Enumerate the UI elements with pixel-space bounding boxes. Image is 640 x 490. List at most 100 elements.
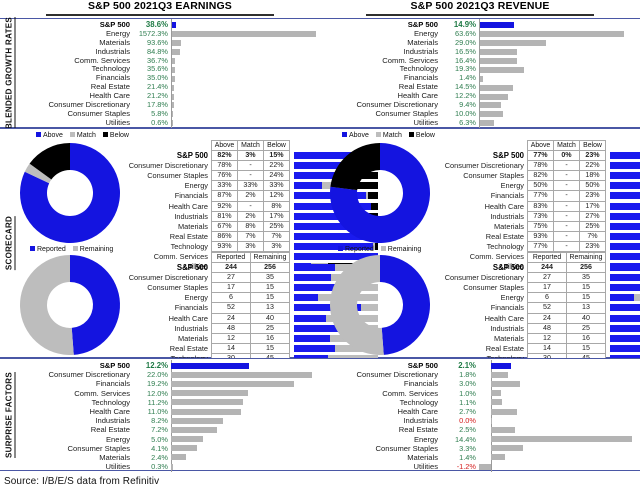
surprise-row-value: 11.2%: [147, 397, 168, 407]
growth-row-value: 1572.3%: [138, 28, 168, 38]
table-cell: 3%: [238, 241, 264, 253]
surprise-row: Technology 11.2%: [18, 396, 318, 408]
table-row-label: Consumer Discretionary: [444, 273, 524, 283]
growth-row-value: 63.6%: [455, 28, 476, 38]
growth-row: Real Estate 21.4%: [18, 81, 318, 95]
table-cell: -: [554, 161, 580, 172]
table-row: Consumer Staples 76% -24%: [112, 171, 378, 182]
table-row-bar: [294, 171, 378, 180]
table-row-label: Industrials: [174, 211, 208, 221]
growth-row: Consumer Staples 10.0%: [326, 107, 638, 121]
table-cell: 48: [211, 323, 251, 334]
growth-row-label: Real Estate: [90, 82, 130, 92]
table-row-bar: [610, 283, 640, 292]
table-cell: 76%: [211, 171, 238, 182]
table-header-spacer: [428, 140, 527, 151]
growth-revenue-rows: S&P 500 14.9% Energy 63.6% Materials 29.0% Ind…: [326, 19, 638, 130]
surprise-row: Utilities 0.3%: [18, 461, 318, 473]
growth-bar: [480, 66, 524, 73]
surprise-bar: [490, 371, 509, 378]
table-cell: 15%: [264, 151, 290, 162]
table-row-label: Financials: [490, 303, 524, 313]
table-cell: -: [554, 231, 580, 242]
table-cell: 22%: [264, 161, 290, 172]
table-cell: 7%: [238, 231, 264, 242]
table-header-bar-spacer: [610, 140, 640, 149]
surprise-row-label: S&P 500: [407, 361, 438, 370]
growth-row-value: 16.4%: [455, 55, 476, 65]
surprise-row-track: [479, 424, 638, 436]
legend-swatch-reported-icon: [338, 245, 343, 251]
table-row-label: Technology: [170, 241, 208, 251]
growth-row: S&P 500 14.9%: [326, 19, 638, 32]
growth-row-track: [479, 36, 638, 50]
surprise-row: Consumer Discretionary 22.0%: [18, 369, 318, 381]
table-row-label: Energy: [184, 181, 208, 191]
growth-bar: [480, 84, 513, 91]
growth-row-track: [171, 99, 318, 112]
table-row-label: Consumer Discretionary: [128, 161, 208, 171]
legend-label-reported: Reported: [345, 246, 374, 253]
table-cell: 24: [211, 313, 251, 324]
growth-row-track: [479, 99, 638, 112]
growth-row-track: [171, 72, 318, 86]
growth-axis-line: [479, 54, 480, 68]
table-row-label: Financials: [174, 303, 208, 313]
section-surprise-factors: SURPRISE FACTORS S&P 500 12.2% Consumer Di…: [0, 358, 640, 473]
growth-axis-line: [171, 63, 172, 77]
growth-row-track: [479, 45, 638, 59]
growth-row-label: Industrials: [403, 46, 438, 56]
growth-row: Industrials 84.8%: [18, 45, 318, 59]
table-cell: 256: [251, 263, 290, 274]
table-cell: 40: [567, 313, 606, 324]
growth-row: Materials 93.6%: [18, 36, 318, 50]
table-row-bar: [610, 171, 640, 180]
growth-bar: [480, 93, 508, 100]
surprise-row-value: 2.4%: [151, 452, 168, 462]
growth-row-value: 10.0%: [455, 108, 476, 118]
growth-row: Technology 19.3%: [326, 63, 638, 77]
growth-row: Health Care 21.2%: [18, 90, 318, 104]
table-cell: 15: [251, 283, 290, 294]
surprise-bar: [171, 445, 198, 452]
surprise-row-value: 12.0%: [147, 388, 168, 398]
table-row-bar: [610, 232, 640, 241]
growth-row-label: Comm. Services: [382, 55, 438, 65]
surprise-earnings-panel: SURPRISE FACTORS S&P 500 12.2% Consumer Di…: [0, 359, 320, 473]
legend-swatch-match-icon: [375, 131, 381, 137]
table-row: Financials 52 13: [428, 303, 640, 314]
growth-row-value: 38.6%: [145, 20, 168, 29]
growth-row-track: [171, 90, 318, 104]
growth-row-track: [171, 36, 318, 50]
table-header-row: Above Match Below: [112, 140, 378, 152]
surprise-row-track: [171, 378, 318, 390]
table-cell: 93%: [527, 231, 554, 242]
table-row-label: Materials: [494, 221, 524, 231]
growth-axis-line: [479, 36, 480, 50]
growth-row-label: Consumer Discretionary: [48, 100, 130, 110]
table-cell: 15: [567, 293, 606, 304]
table-row-label: Health Care: [168, 313, 208, 323]
growth-row-track: [171, 19, 318, 32]
bar-segment-reported: [610, 334, 640, 342]
band-text-scorecard-left: SCORECARD: [4, 215, 16, 271]
growth-row: Financials 35.0%: [18, 72, 318, 86]
surprise-row-track: [479, 369, 638, 381]
table-row: Energy 50% -50%: [428, 181, 640, 192]
growth-axis-line: [479, 27, 480, 41]
surprise-bar: [171, 362, 249, 369]
table-row-label: Comm. Services: [153, 252, 208, 262]
table-header-spacer: [112, 252, 211, 263]
legend-swatch-remaining-icon: [72, 245, 78, 251]
table-cell: 7%: [264, 231, 290, 242]
growth-bar: [480, 120, 495, 127]
title-rule-earnings: [46, 14, 274, 16]
table-column-header: Below: [580, 140, 606, 152]
growth-axis-line: [479, 116, 480, 130]
donut-chart-reported-earnings: [20, 255, 121, 355]
bar-segment-above: [610, 242, 640, 250]
bar-segment-above: [610, 192, 640, 200]
table-row-label: Financials: [174, 191, 208, 201]
surprise-row-label: Comm. Services: [74, 388, 130, 398]
surprise-bar: [171, 436, 203, 443]
